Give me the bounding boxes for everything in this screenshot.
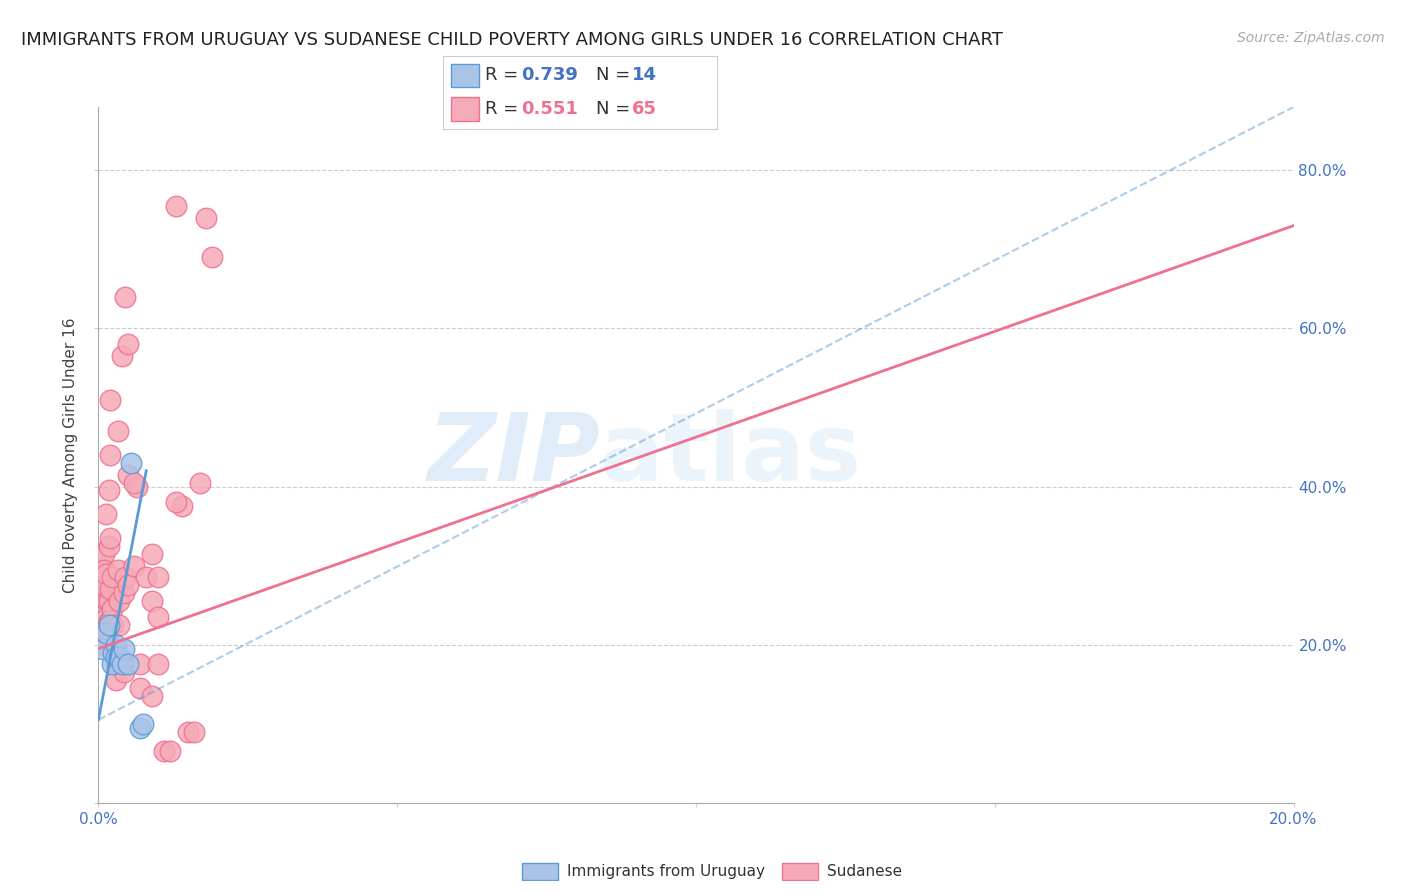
Text: Source: ZipAtlas.com: Source: ZipAtlas.com <box>1237 31 1385 45</box>
Point <box>117 337 139 351</box>
Point <box>141 547 163 561</box>
Point <box>172 500 194 514</box>
Y-axis label: Child Poverty Among Girls Under 16: Child Poverty Among Girls Under 16 <box>63 318 79 592</box>
Point <box>98 392 122 407</box>
Bar <box>451 63 478 87</box>
Point <box>107 424 129 438</box>
Point <box>108 649 131 664</box>
Text: N =: N = <box>596 100 637 118</box>
Point <box>105 649 128 664</box>
Point <box>89 570 111 584</box>
Text: ZIP: ZIP <box>427 409 600 501</box>
Point <box>108 618 131 632</box>
Point <box>93 638 115 652</box>
Point <box>108 649 131 664</box>
Point <box>129 681 152 695</box>
Point <box>93 563 115 577</box>
Point <box>114 290 136 304</box>
Point <box>117 657 139 672</box>
Point <box>112 641 135 656</box>
Point <box>96 594 118 608</box>
Text: Sudanese: Sudanese <box>827 864 901 879</box>
Point <box>177 724 200 739</box>
Point <box>117 467 139 482</box>
Point <box>103 618 125 632</box>
Point <box>105 657 128 672</box>
Point <box>105 638 128 652</box>
Text: 65: 65 <box>633 100 657 118</box>
Point <box>201 250 224 264</box>
Point <box>108 594 131 608</box>
Point <box>96 566 118 581</box>
Point <box>141 689 163 703</box>
Point <box>93 578 115 592</box>
Text: N =: N = <box>596 66 637 84</box>
Point <box>120 456 142 470</box>
Point <box>129 721 152 735</box>
Point <box>153 744 176 758</box>
Point <box>100 657 122 672</box>
Point <box>117 578 139 592</box>
Point <box>195 211 218 225</box>
Point <box>91 641 114 656</box>
Point <box>107 563 129 577</box>
Point <box>148 570 170 584</box>
Point <box>165 199 187 213</box>
Point <box>97 539 120 553</box>
Text: Immigrants from Uruguay: Immigrants from Uruguay <box>567 864 765 879</box>
Point <box>124 475 146 490</box>
Point <box>124 558 146 573</box>
Point <box>98 531 122 545</box>
Point <box>94 625 117 640</box>
Point <box>93 547 115 561</box>
Point <box>96 610 118 624</box>
Point <box>111 657 134 672</box>
Point <box>98 582 122 597</box>
Point <box>135 570 157 584</box>
Point <box>98 448 122 462</box>
Point <box>159 744 181 758</box>
Point <box>127 479 149 493</box>
Text: atlas: atlas <box>600 409 862 501</box>
Text: 14: 14 <box>633 66 657 84</box>
Point <box>132 716 155 731</box>
Point <box>148 610 170 624</box>
Point <box>91 614 114 628</box>
Point <box>112 586 135 600</box>
Point <box>114 570 136 584</box>
Text: R =: R = <box>485 66 524 84</box>
Point <box>105 673 128 688</box>
Point <box>98 614 121 628</box>
Point <box>148 657 170 672</box>
Point <box>111 657 134 672</box>
Point <box>100 570 122 584</box>
Point <box>100 602 122 616</box>
Point <box>98 594 121 608</box>
Point <box>129 657 152 672</box>
Point <box>165 495 187 509</box>
Point <box>183 724 205 739</box>
Point <box>93 625 115 640</box>
Point <box>97 483 120 498</box>
Text: IMMIGRANTS FROM URUGUAY VS SUDANESE CHILD POVERTY AMONG GIRLS UNDER 16 CORRELATI: IMMIGRANTS FROM URUGUAY VS SUDANESE CHIL… <box>21 31 1002 49</box>
Point <box>111 349 134 363</box>
Point <box>103 641 125 656</box>
Point <box>94 507 117 521</box>
Text: R =: R = <box>485 100 524 118</box>
Point <box>91 547 114 561</box>
Point <box>90 591 112 605</box>
Point <box>141 594 163 608</box>
Point <box>98 614 122 628</box>
Point <box>103 646 125 660</box>
Text: 0.551: 0.551 <box>522 100 578 118</box>
Point <box>188 475 211 490</box>
Point <box>98 618 121 632</box>
Bar <box>451 97 478 120</box>
Point <box>112 665 135 680</box>
Text: 0.739: 0.739 <box>522 66 578 84</box>
Point <box>96 625 118 640</box>
